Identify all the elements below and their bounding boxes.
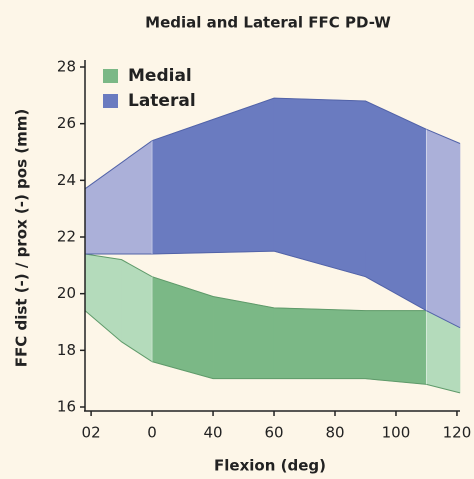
plot-area — [84, 97, 461, 394]
band-edge — [85, 250, 461, 329]
x-axis-label: Flexion (deg) — [214, 457, 326, 475]
x-tick-label: 120 — [443, 424, 472, 442]
x-tick-label: 80 — [325, 424, 344, 442]
band-segment — [84, 140, 153, 255]
band-segment — [365, 310, 427, 385]
y-tick-label: 26 — [57, 114, 76, 132]
x-tick-label: 60 — [264, 424, 283, 442]
chart-title: Medial and Lateral FFC PD-W — [145, 14, 391, 32]
y-axis-label: FFC dist (-) / prox (-) pos (mm) — [13, 109, 31, 367]
band-segment — [273, 307, 366, 379]
band-segment — [151, 97, 275, 255]
band-segment — [365, 100, 427, 312]
y-tick-label: 20 — [57, 284, 76, 302]
x-tick-label: 0 — [147, 424, 157, 442]
band-segment — [426, 128, 461, 329]
y-tick-label: 22 — [57, 228, 76, 246]
band-segment — [212, 296, 275, 379]
y-tick-label: 28 — [57, 58, 76, 76]
legend-label: Lateral — [128, 91, 196, 111]
y-tick-label: 16 — [57, 398, 76, 416]
y-tick-label: 18 — [57, 341, 76, 359]
x-tick-label: 40 — [204, 424, 223, 442]
legend-label: Medial — [128, 66, 192, 86]
band-edge — [84, 253, 460, 312]
y-tick-label: 24 — [57, 171, 76, 189]
band-edge — [84, 310, 461, 394]
band-segment — [151, 276, 214, 380]
legend-swatch — [103, 94, 118, 108]
legend-swatch — [103, 69, 118, 83]
band-segment — [121, 259, 153, 363]
x-tick-label: 100 — [382, 424, 411, 442]
band-segment — [273, 97, 366, 278]
x-tick-label: 02 — [82, 424, 101, 442]
band-edge — [84, 97, 461, 190]
band-segment — [84, 253, 122, 343]
